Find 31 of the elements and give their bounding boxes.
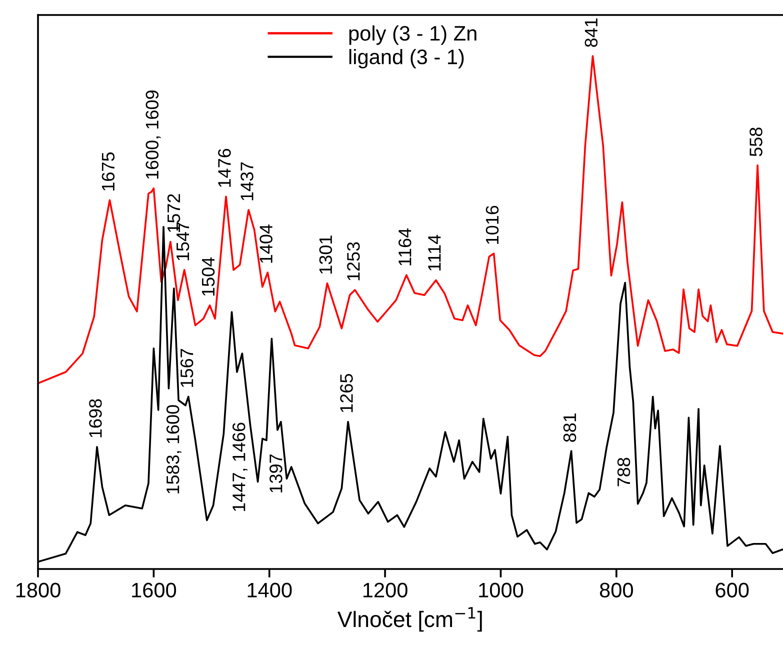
legend-label: poly (3 - 1) Zn — [349, 25, 476, 45]
annotation: 1600, 1609 — [146, 90, 161, 179]
legend-label: ligand (3 - 1) — [349, 49, 464, 68]
annotation: 841 — [584, 18, 598, 47]
annotation: 1583, 1600 — [166, 405, 182, 494]
annotation: 1253 — [347, 242, 360, 280]
x-tick-label: 1800 — [16, 582, 60, 598]
annotation: 1698 — [89, 399, 102, 438]
annotation: 1114 — [428, 234, 441, 270]
annotation: 1404 — [260, 224, 272, 263]
annotation: 788 — [617, 458, 630, 486]
annotation: 1447, 1466 — [232, 422, 248, 511]
annotation: 1016 — [486, 206, 499, 244]
x-tick-label: 1600 — [132, 582, 176, 598]
annotation: 1504 — [202, 257, 215, 296]
annotation: 881 — [563, 413, 576, 442]
annotation: 1567 — [180, 349, 194, 387]
x-tick-label: 1400 — [248, 582, 292, 598]
annotation: 1437 — [240, 162, 254, 200]
annotation: 1301 — [319, 236, 332, 274]
annotation: 1265 — [340, 374, 353, 412]
x-tick-label: 1200 — [363, 582, 408, 598]
x-tick-label: 800 — [600, 582, 633, 598]
annotation: 1476 — [218, 148, 231, 187]
x-tick-label: 600 — [716, 582, 749, 598]
annotation: 1675 — [102, 152, 115, 190]
annotation: 558 — [750, 128, 762, 156]
x-tick-label: 1000 — [479, 582, 524, 598]
annotation: 1164 — [398, 228, 412, 266]
x-axis-title: Vlnočet [cm$^{−1}$] — [337, 607, 482, 632]
annotation: 1397 — [270, 454, 282, 492]
